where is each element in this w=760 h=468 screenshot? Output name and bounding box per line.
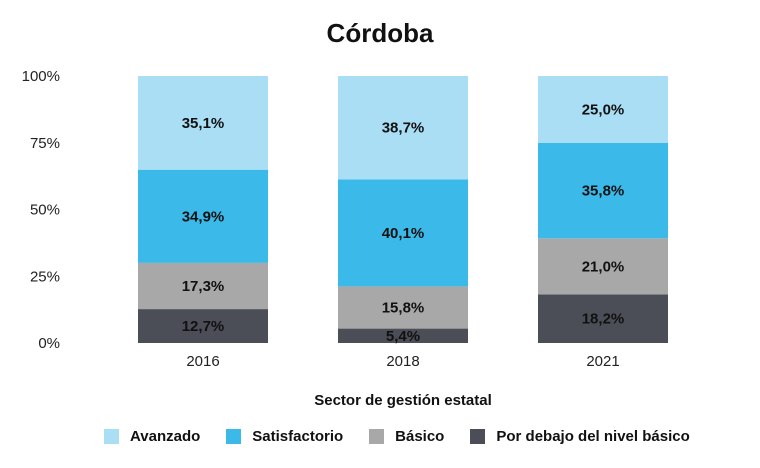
bar-segment-satisfactorio-2016: [138, 169, 268, 263]
data-label: 17,3%: [182, 278, 225, 295]
legend-item: Avanzado: [104, 428, 200, 445]
bar-segment-por-debajo-del-nivel-b-sico-2021: [538, 294, 668, 343]
data-label: 34,9%: [182, 208, 225, 225]
x-tick-label: 2016: [186, 353, 219, 370]
y-tick-label: 50%: [30, 202, 60, 219]
legend-label: Por debajo del nivel básico: [496, 428, 690, 445]
data-label: 5,4%: [386, 328, 420, 345]
bar-segment-avanzado-2016: [138, 76, 268, 170]
bar-segment-avanzado-2018: [338, 76, 468, 180]
legend-item: Satisfactorio: [226, 428, 343, 445]
legend-swatch: [104, 429, 119, 444]
legend-item: Básico: [369, 428, 444, 445]
legend-label: Avanzado: [130, 428, 201, 445]
data-label: 15,8%: [382, 299, 425, 316]
legend-item: Por debajo del nivel básico: [470, 428, 690, 445]
bar-segment-satisfactorio-2021: [538, 142, 668, 239]
data-label: 18,2%: [582, 311, 625, 328]
data-label: 38,7%: [382, 120, 425, 137]
data-label: 40,1%: [382, 225, 425, 242]
data-label: 35,8%: [582, 183, 625, 200]
bar-segment-b-sico-2016: [138, 262, 268, 310]
bar-segment-b-sico-2021: [538, 238, 668, 295]
y-tick-label: 100%: [22, 68, 60, 85]
legend-label: Satisfactorio: [252, 428, 344, 445]
legend-swatch: [470, 429, 486, 444]
bar-segment-por-debajo-del-nivel-b-sico-2016: [138, 309, 268, 343]
x-tick-label: 2021: [586, 353, 619, 370]
y-tick-label: 25%: [30, 268, 60, 285]
bar-segment-b-sico-2018: [338, 286, 468, 329]
bar-segment-satisfactorio-2018: [338, 179, 468, 287]
data-label: 25,0%: [582, 101, 625, 118]
bar-segment-por-debajo-del-nivel-b-sico-2018: [338, 328, 468, 343]
legend-swatch: [226, 429, 242, 444]
stacked-bar-chart: 0% 25% 50% 75% 100% 12,7% 17,3% 34,9% 35,1% 2016 5…: [22, 68, 668, 370]
legend: Avanzado Satisfactorio Básico Por debajo de…: [104, 428, 690, 445]
data-label: 21,0%: [582, 258, 625, 275]
legend-swatch: [369, 429, 385, 444]
y-tick-label: 75%: [30, 135, 60, 152]
legend-label: Básico: [395, 428, 445, 445]
y-tick-label: 0%: [38, 335, 60, 352]
bar-segment-avanzado-2021: [538, 76, 668, 143]
x-axis-title: Sector de gestión estatal: [314, 392, 492, 409]
x-tick-label: 2018: [386, 353, 419, 370]
data-label: 35,1%: [182, 115, 225, 132]
data-label: 12,7%: [182, 318, 225, 335]
chart-title: Córdoba: [326, 18, 434, 48]
